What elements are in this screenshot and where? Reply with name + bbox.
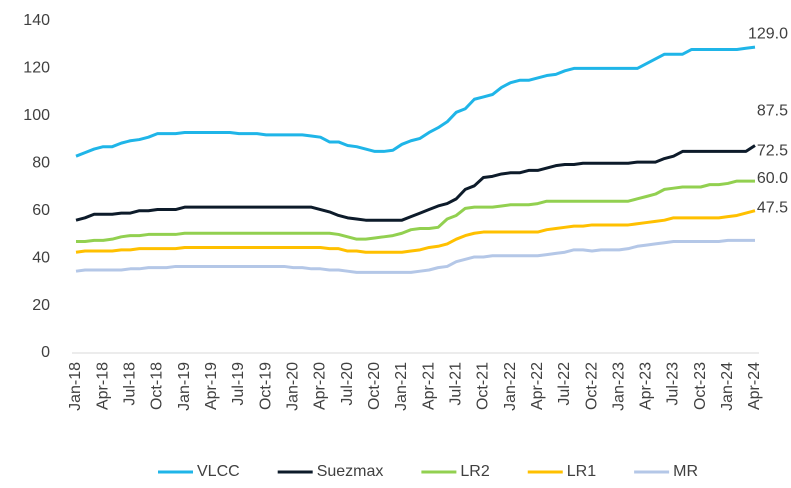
- series-line: [76, 179, 755, 244]
- x-tick-label: Jan-19: [176, 362, 193, 411]
- x-tick-label: Jan-18: [67, 362, 84, 411]
- x-tick-label: Apr-22: [529, 362, 546, 410]
- data-label: 60.0: [757, 170, 788, 187]
- legend-label: LR2: [460, 463, 489, 480]
- series-line: [75, 238, 755, 274]
- legend-label: VLCC: [197, 463, 240, 480]
- x-tick-label: Jul-18: [122, 362, 139, 406]
- x-tick-label: Apr-23: [638, 362, 655, 410]
- x-tick-label: Jul-23: [665, 362, 682, 406]
- legend-label: MR: [673, 463, 698, 480]
- x-tick-label: Oct-21: [475, 362, 492, 410]
- y-tick-label: 80: [32, 155, 50, 172]
- data-label: 72.5: [757, 142, 788, 159]
- x-tick-label: Jan-23: [610, 362, 627, 411]
- x-tick-label: Apr-21: [420, 362, 437, 410]
- y-tick-label: 0: [41, 344, 50, 361]
- x-tick-label: Jul-22: [556, 362, 573, 406]
- legend: VLCC Suezmax LR2 LR1 MR: [158, 463, 698, 480]
- x-tick-label: Apr-19: [203, 362, 220, 410]
- legend-label: Suezmax: [317, 463, 384, 480]
- series-line: [75, 209, 756, 254]
- y-tick-label: 100: [23, 107, 50, 124]
- y-tick-label: 20: [32, 297, 50, 314]
- series-line: [75, 144, 756, 222]
- x-tick-label: Jan-21: [393, 362, 410, 411]
- series-line: [75, 45, 756, 158]
- x-tick-label: Oct-20: [366, 362, 383, 410]
- y-tick-label: 60: [32, 202, 50, 219]
- x-tick-label: Jul-21: [447, 362, 464, 406]
- x-tick-label: Oct-23: [692, 362, 709, 410]
- x-tick-label: Jul-20: [339, 362, 356, 406]
- x-tick-label: Jan-20: [284, 362, 301, 411]
- data-label: 47.5: [757, 200, 788, 217]
- data-label: 87.5: [757, 103, 788, 120]
- y-tick-label: 40: [32, 249, 50, 266]
- x-tick-label: Oct-19: [257, 362, 274, 410]
- x-tick-label: Jan-22: [502, 362, 519, 411]
- x-tick-label: Jan-24: [719, 362, 736, 411]
- x-tick-label: Apr-24: [746, 362, 763, 410]
- x-tick-label: Jul-19: [230, 362, 247, 406]
- y-tick-label: 140: [23, 12, 50, 29]
- data-label: 129.0: [748, 25, 788, 42]
- x-tick-label: Apr-18: [94, 362, 111, 410]
- x-tick-label: Oct-22: [583, 362, 600, 410]
- x-tick-label: Apr-20: [312, 362, 329, 410]
- legend-label: LR1: [567, 463, 596, 480]
- y-tick-label: 120: [23, 60, 50, 77]
- x-tick-label: Oct-18: [149, 362, 166, 410]
